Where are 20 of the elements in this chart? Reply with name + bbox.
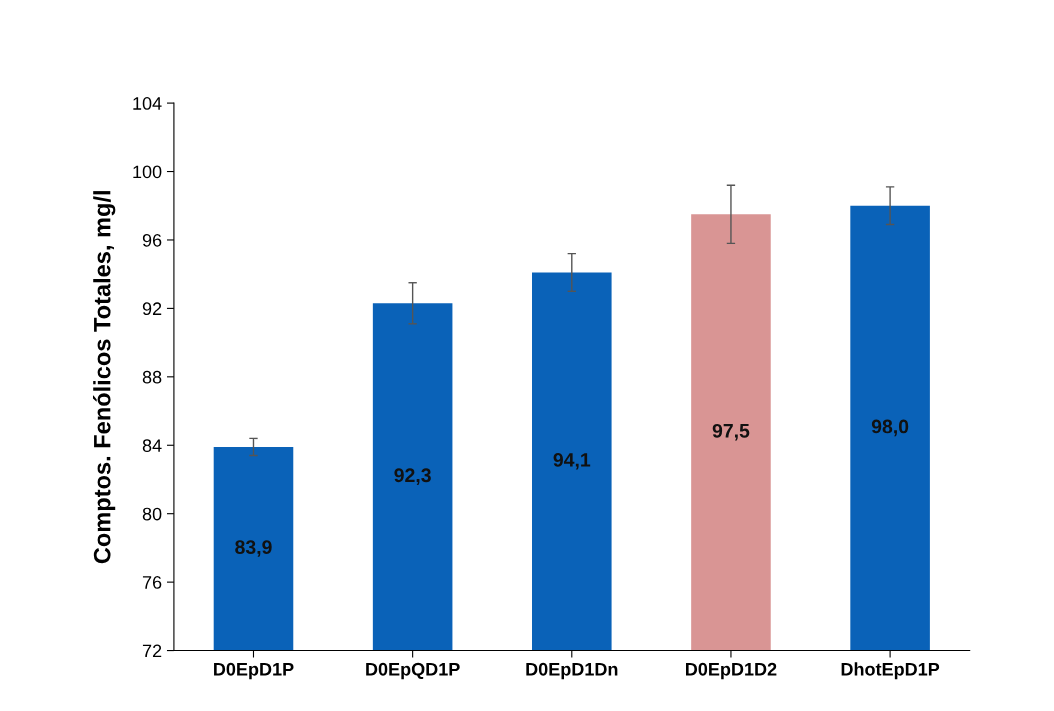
y-tick-label: 80 [142, 507, 162, 521]
y-tick-label: 76 [142, 576, 162, 589]
x-tick-label: D0EpD1Dn [526, 662, 618, 680]
x-tick-label: D0EpQD1P [366, 662, 460, 680]
x-tick-label: D0EpD1D2 [686, 662, 777, 680]
y-tick-label: 104 [133, 97, 162, 110]
data-label: 83,9 [235, 540, 272, 557]
data-label: 97,5 [712, 423, 750, 441]
y-tick-label: 92 [142, 302, 162, 316]
x-tick-label: D0EpD1P [214, 662, 294, 680]
y-tick-label: 72 [142, 644, 162, 658]
x-tick-label: DhotEpD1P [841, 662, 940, 680]
y-tick-label: 88 [142, 370, 162, 384]
y-axis-title: Comptos. Fenólicos Totales, mg/l [93, 191, 116, 564]
data-label: 92,3 [394, 468, 431, 485]
y-tick-label: 96 [142, 233, 162, 247]
y-tick-label: 84 [142, 439, 162, 452]
data-label: 94,1 [553, 452, 591, 470]
y-tick-label: 100 [133, 165, 162, 179]
data-label: 98,0 [871, 419, 909, 437]
